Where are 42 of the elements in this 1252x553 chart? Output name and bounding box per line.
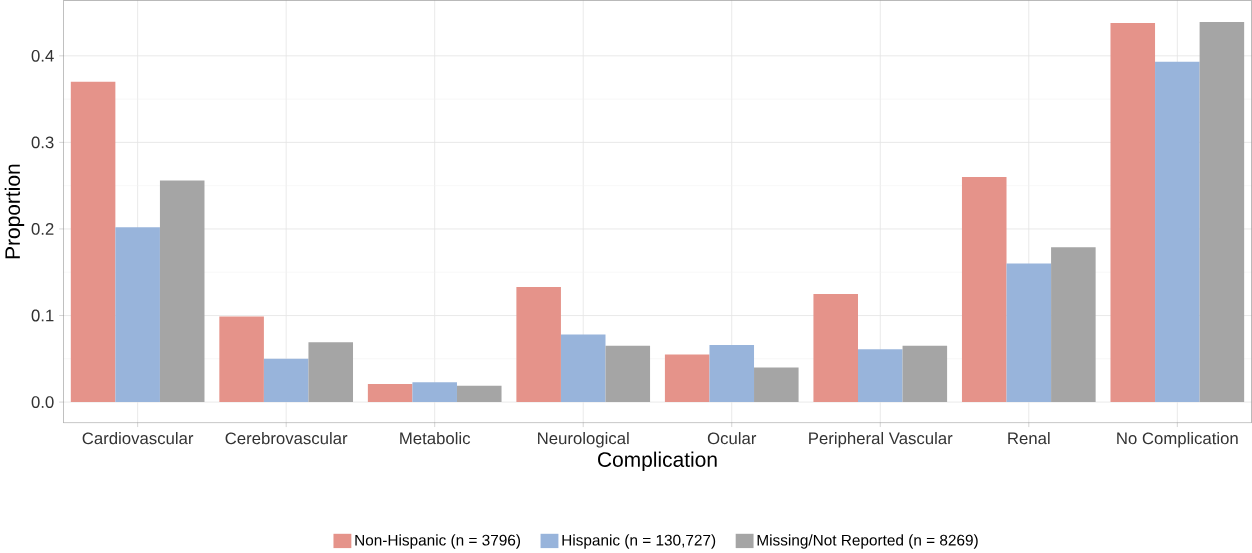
bar <box>664 354 710 403</box>
bar <box>219 316 264 403</box>
bar <box>961 176 1007 403</box>
x-axis-title: Complication <box>598 451 717 472</box>
bar <box>308 342 354 403</box>
y-tick-label: 0.0 <box>31 396 54 408</box>
bar <box>1051 247 1096 403</box>
y-tick-label: 0.3 <box>31 136 54 149</box>
x-tick-label: Renal <box>1008 431 1050 445</box>
y-tick-label: 0.4 <box>31 49 54 62</box>
bar <box>367 383 413 403</box>
bar <box>857 349 903 403</box>
legend-label: Missing/Not Reported (n = 8269) <box>757 534 978 549</box>
bar <box>516 286 561 403</box>
bar <box>754 367 799 403</box>
x-tick-label: Peripheral Vascular <box>809 431 953 448</box>
x-tick-label: Ocular <box>707 431 757 445</box>
bar <box>263 358 309 403</box>
bar <box>1155 61 1200 403</box>
x-tick-label: Cerebrovascular <box>225 431 348 445</box>
x-tick-label: Cardiovascular <box>82 431 194 445</box>
bar <box>813 293 858 403</box>
bar <box>902 345 948 403</box>
legend-label: Non-Hispanic (n = 3796) <box>355 534 521 549</box>
x-tick-label: Metabolic <box>400 431 471 445</box>
bar <box>1199 21 1245 403</box>
bar <box>115 227 160 403</box>
y-axis-title: Proportion <box>4 164 25 259</box>
x-tick-label: No Complication <box>1117 431 1238 448</box>
bar <box>560 334 606 403</box>
bar <box>159 180 205 403</box>
legend-label: Hispanic (n = 130,727) <box>562 534 716 549</box>
bar <box>1006 263 1052 403</box>
bar <box>1110 22 1156 403</box>
x-tick-label: Neurological <box>538 431 629 448</box>
bar <box>605 345 651 403</box>
y-tick-label: 0.2 <box>31 222 54 235</box>
bar <box>412 382 457 403</box>
bar <box>456 385 502 403</box>
bar <box>70 81 116 403</box>
bar <box>709 344 755 403</box>
y-tick-label: 0.1 <box>31 309 54 322</box>
